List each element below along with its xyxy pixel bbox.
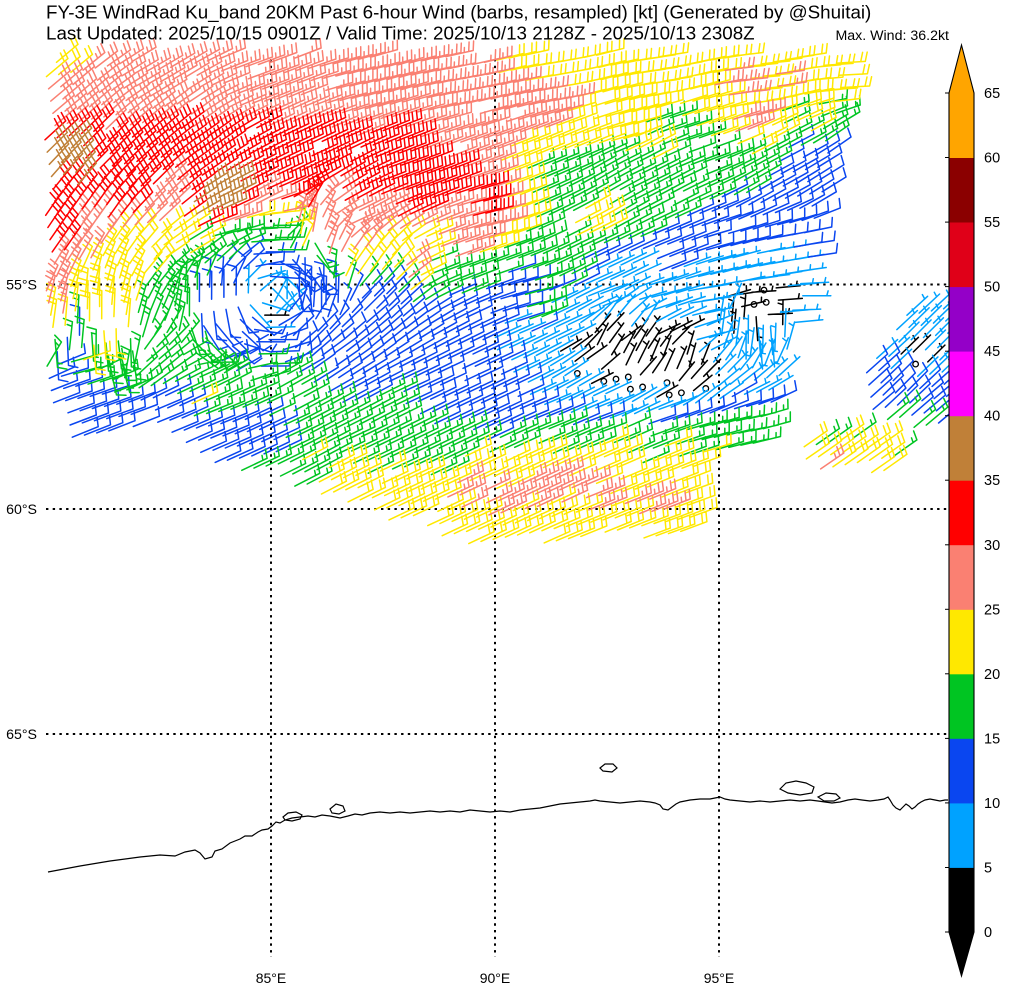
svg-text:55°S: 55°S	[6, 278, 37, 294]
svg-text:45: 45	[984, 344, 1000, 360]
svg-text:85°E: 85°E	[256, 970, 287, 986]
svg-text:30: 30	[984, 538, 1000, 554]
svg-text:35: 35	[984, 473, 1000, 489]
svg-text:10: 10	[984, 796, 1000, 812]
svg-text:50: 50	[984, 280, 1000, 296]
svg-text:5: 5	[984, 861, 992, 877]
svg-text:40: 40	[984, 409, 1000, 425]
svg-text:0: 0	[984, 925, 992, 941]
svg-text:60°S: 60°S	[6, 502, 37, 518]
svg-text:95°E: 95°E	[704, 970, 735, 986]
svg-text:20: 20	[984, 667, 1000, 683]
svg-text:15: 15	[984, 731, 1000, 747]
svg-text:Last Updated: 2025/10/15 0901Z: Last Updated: 2025/10/15 0901Z / Valid T…	[46, 23, 755, 44]
svg-text:25: 25	[984, 602, 1000, 618]
svg-text:65°S: 65°S	[6, 727, 37, 743]
svg-text:Max. Wind: 36.2kt: Max. Wind: 36.2kt	[835, 28, 949, 44]
svg-text:55: 55	[984, 215, 1000, 231]
svg-text:65: 65	[984, 86, 1000, 102]
svg-text:60: 60	[984, 151, 1000, 167]
svg-text:90°E: 90°E	[480, 970, 511, 986]
svg-text:FY-3E WindRad Ku_band 20KM Pas: FY-3E WindRad Ku_band 20KM Past 6-hour W…	[46, 2, 871, 24]
